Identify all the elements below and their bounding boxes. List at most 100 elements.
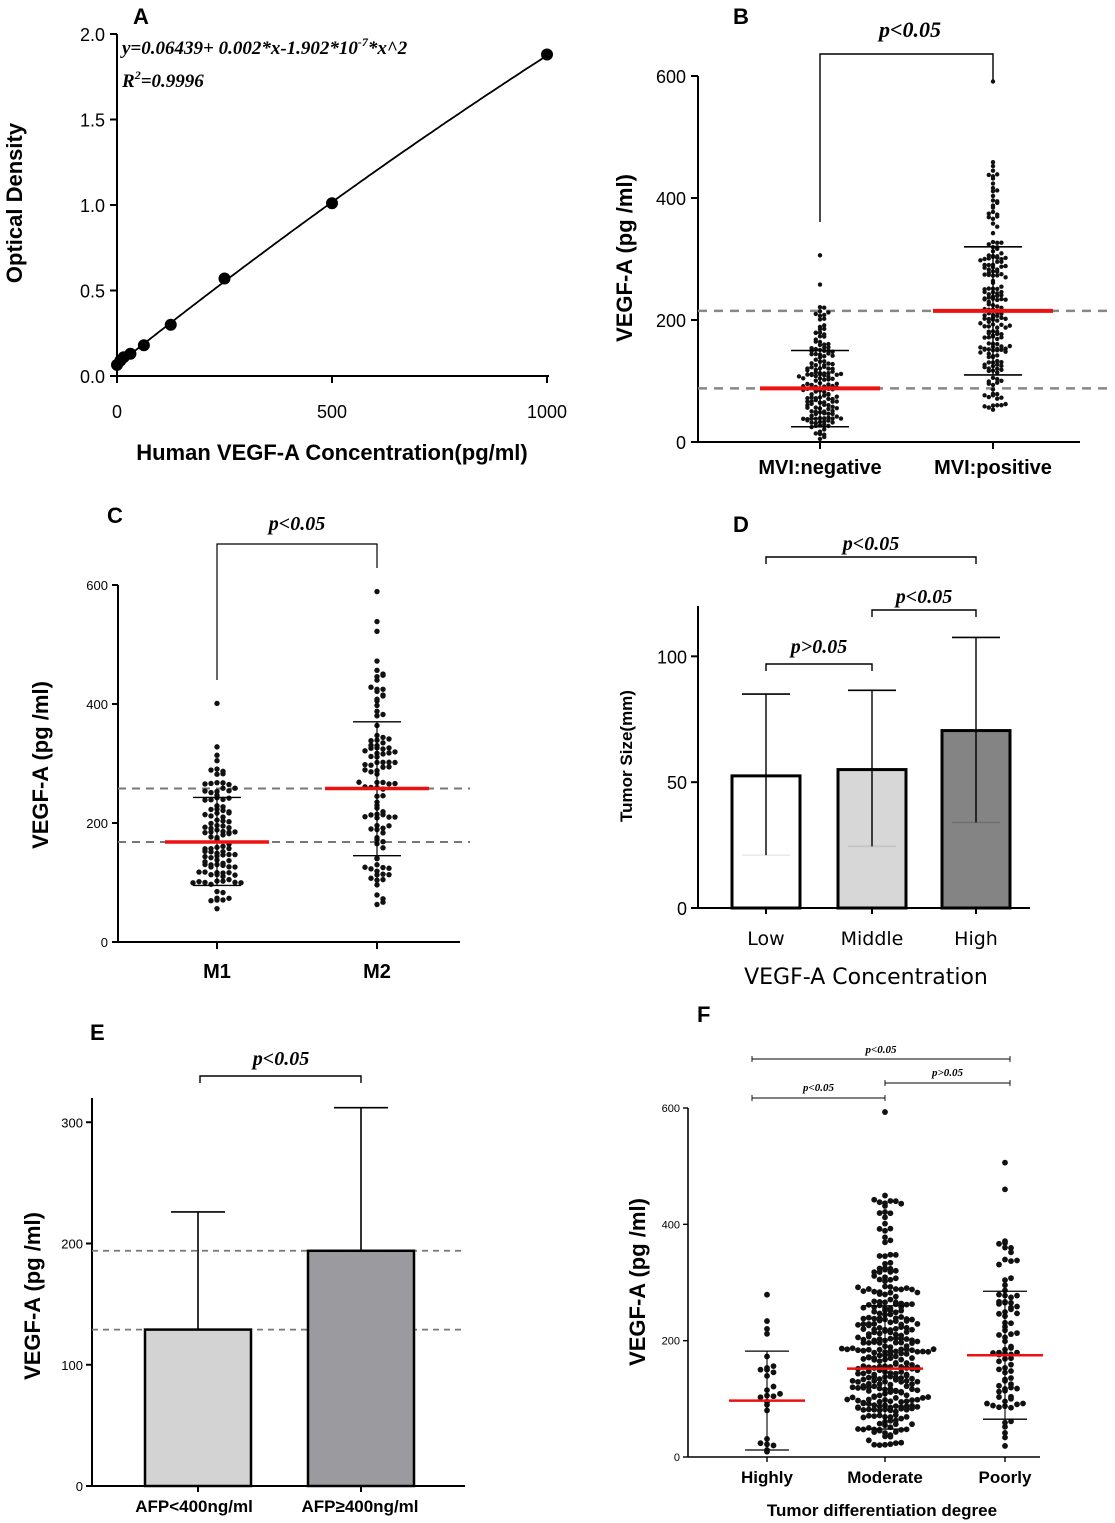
data-point — [380, 693, 386, 699]
data-point — [865, 1396, 872, 1403]
data-point — [226, 818, 232, 825]
data-point — [374, 868, 380, 874]
data-point — [226, 864, 232, 870]
data-point — [830, 376, 835, 381]
data-point — [898, 1346, 905, 1353]
data-point — [214, 779, 220, 786]
data-point — [909, 1301, 915, 1308]
data-point — [999, 315, 1004, 321]
data-point — [876, 1398, 883, 1405]
data-point — [860, 1321, 867, 1328]
data-point — [986, 302, 991, 307]
data-point — [822, 389, 827, 395]
data-point — [380, 864, 386, 871]
data-point — [208, 797, 214, 803]
data-point — [196, 878, 202, 885]
data-point — [982, 272, 987, 277]
data-point — [982, 324, 987, 329]
data-point — [1003, 325, 1008, 330]
data-point — [202, 781, 208, 787]
data-point — [986, 347, 991, 352]
data-point — [999, 335, 1004, 340]
data-point — [999, 402, 1004, 408]
data-point — [999, 395, 1004, 400]
data-point — [830, 353, 835, 358]
data-point — [208, 897, 214, 904]
data-point — [380, 830, 386, 836]
data-point — [380, 899, 386, 905]
data-point — [865, 1301, 872, 1308]
data-point — [1014, 1303, 1020, 1310]
data-point — [838, 371, 844, 377]
data-point — [834, 414, 839, 419]
p-value-label: p<0.05 — [251, 1048, 309, 1070]
data-point — [834, 394, 839, 399]
data-point — [208, 820, 214, 827]
significance-bracket — [871, 609, 977, 617]
x-category-label: Highly — [741, 1468, 793, 1487]
data-point — [220, 852, 226, 858]
data-point — [882, 1260, 888, 1267]
data-point — [214, 888, 220, 895]
panel-letter-b: B — [733, 4, 749, 29]
data-point — [887, 1381, 894, 1388]
data-point — [202, 797, 208, 803]
data-point — [855, 1397, 861, 1404]
data-point — [995, 329, 1000, 334]
data-point — [996, 1261, 1002, 1268]
data-point — [822, 402, 827, 408]
data-point — [822, 364, 827, 370]
data-point — [208, 862, 214, 868]
data-point — [855, 1347, 861, 1354]
bar — [306, 1249, 416, 1488]
data-point — [892, 1403, 899, 1410]
data-point — [826, 406, 831, 412]
data-point — [990, 185, 996, 191]
data-point — [995, 341, 1000, 347]
data-point — [903, 1360, 910, 1366]
data-point — [809, 420, 814, 425]
data-point — [999, 296, 1004, 302]
data-point — [822, 416, 827, 421]
data-point — [1008, 1395, 1014, 1402]
y-tick-label: 1.5 — [80, 111, 105, 131]
data-point — [887, 1344, 894, 1351]
data-point — [809, 361, 814, 366]
data-point — [876, 1310, 883, 1317]
data-point — [830, 408, 835, 414]
data-point — [362, 864, 368, 870]
data-point — [855, 1426, 861, 1432]
data-point — [368, 866, 374, 872]
data-point — [999, 284, 1004, 289]
data-point — [1014, 1292, 1020, 1299]
y-tick-label: 50 — [667, 773, 687, 793]
data-point — [380, 759, 386, 765]
data-point — [876, 1253, 883, 1259]
data-point — [876, 1376, 883, 1382]
panel-d: D Tumor Size(mm) VEGF-A Concentration 0 5… — [617, 512, 1030, 990]
data-point — [374, 667, 380, 673]
data-point — [882, 1441, 888, 1448]
data-point — [1008, 1355, 1014, 1362]
data-point — [226, 876, 232, 883]
data-point — [925, 1348, 932, 1355]
data-point — [822, 353, 827, 359]
data-point — [374, 877, 380, 883]
data-point — [999, 332, 1004, 337]
data-point — [380, 845, 386, 851]
data-point — [876, 1358, 883, 1365]
data-point — [865, 1339, 872, 1346]
data-point — [887, 1404, 894, 1411]
data-point — [999, 257, 1004, 262]
x-category-label: Moderate — [847, 1468, 923, 1487]
data-point — [986, 335, 991, 340]
data-point — [1014, 1310, 1020, 1317]
data-point — [892, 1417, 899, 1424]
p-value-label: p<0.05 — [802, 1082, 835, 1094]
data-point — [876, 1407, 883, 1414]
data-point — [386, 865, 392, 871]
data-point — [860, 1315, 867, 1322]
data-point — [220, 828, 226, 835]
data-point — [226, 788, 232, 794]
p-value-label: p<0.05 — [841, 533, 899, 555]
